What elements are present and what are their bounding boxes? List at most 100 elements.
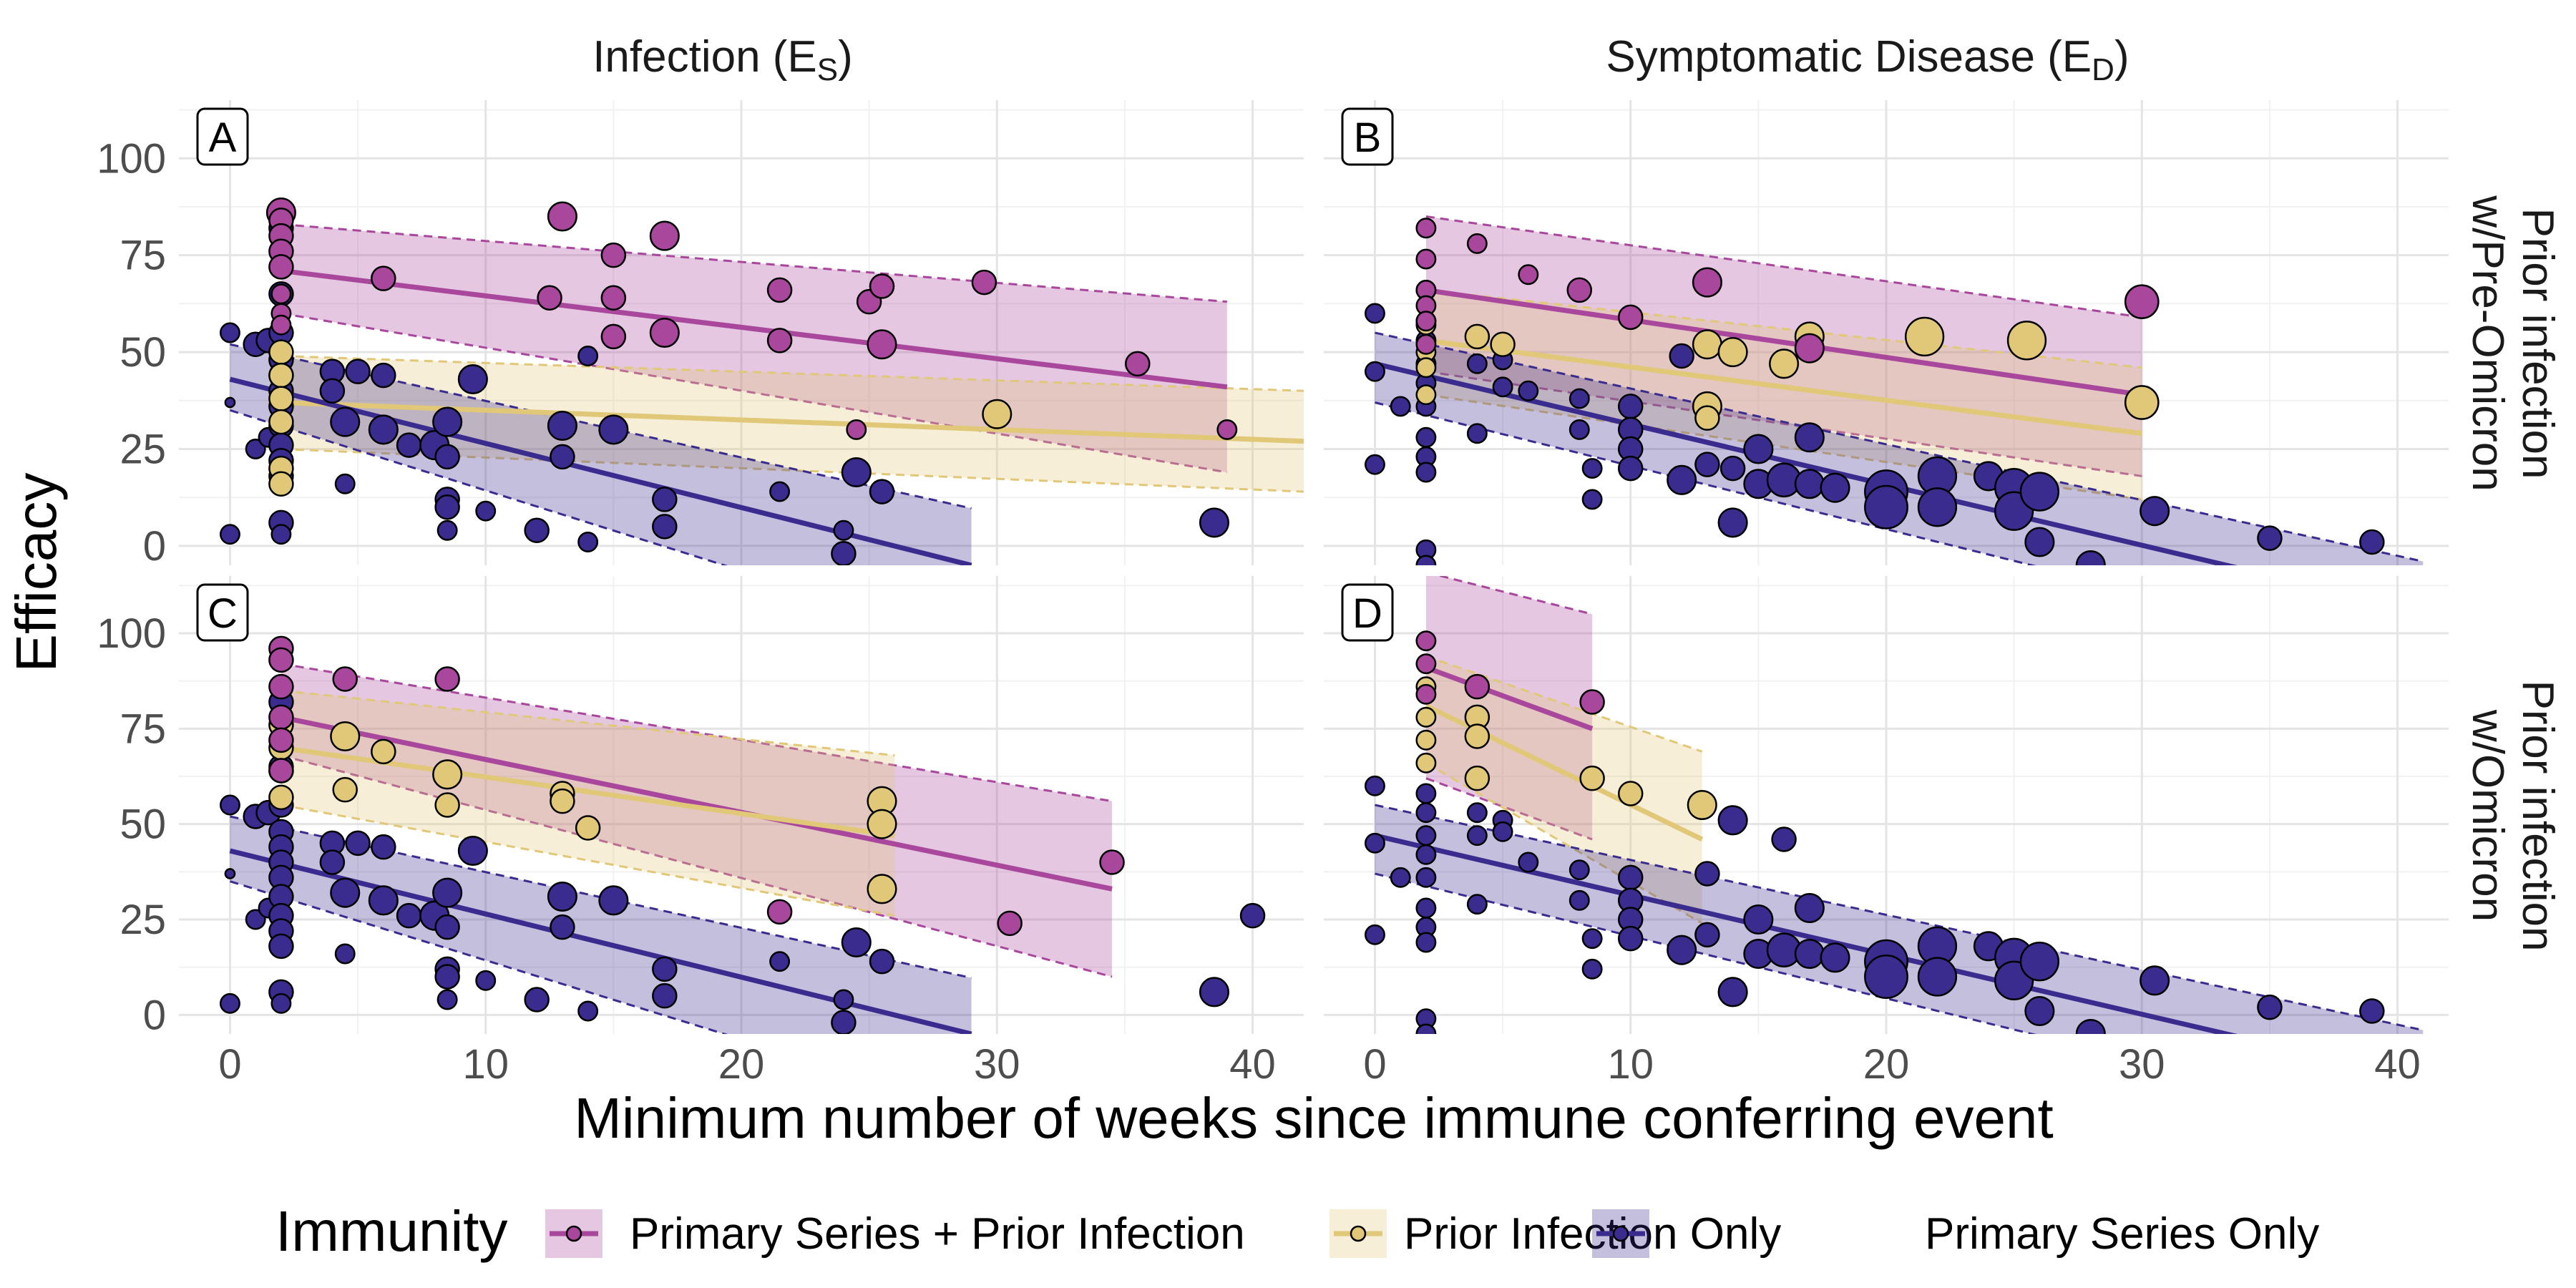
data-point [2006,321,2047,361]
data-point [831,1010,857,1034]
panel-plot-area [1365,576,2424,1034]
data-point [432,759,463,790]
x-tick-label: 20 [1863,1041,1910,1088]
legend-item: Prior Infection Only [1330,1209,1781,1259]
x-tick-label: 30 [2119,1041,2165,1088]
data-point [846,419,867,440]
panel-a: A 0 25 50 75 100 [97,100,1304,570]
data-point [1415,844,1437,865]
data-point [1415,729,1437,751]
data-point [1466,802,1488,824]
data-point [396,902,422,929]
data-point [577,346,599,366]
data-point [550,444,575,470]
x-tick-label: 0 [1363,1041,1386,1088]
data-point [396,432,422,458]
confidence-band [1425,290,2142,499]
band-lower-edge [280,448,1304,493]
data-point [2257,994,2283,1020]
data-point [1518,380,1539,401]
x-tick-label: 0 [218,1041,241,1088]
x-tick-label: 20 [718,1041,765,1088]
column-strip-label-symptomatic: Symptomatic Disease (ED) [1606,32,2129,87]
data-point [1518,852,1539,873]
data-point [224,396,236,409]
data-point [1466,233,1488,254]
y-axis-title: Efficacy [4,473,68,673]
y-tick-label: 100 [97,135,166,182]
data-point [769,951,791,972]
data-point [1717,805,1748,836]
data-point [2019,472,2060,512]
data-point [1365,832,1385,854]
data-point [2359,998,2385,1024]
data-point [268,471,294,497]
data-point [268,362,294,389]
data-point [432,877,463,908]
data-point [330,406,361,437]
panel-plot-area [220,635,1266,1034]
band-lower-edge [280,312,1228,474]
x-tick-label: 10 [462,1041,509,1088]
data-point [831,541,857,565]
panel-plot-area [1365,215,2424,565]
data-point [475,500,497,522]
band-upper-edge [280,663,1113,803]
data-point [2024,995,2055,1027]
data-point [371,265,396,291]
data-point [268,386,294,411]
data-point [1415,706,1437,728]
row-strip-label-omicron: Prior infection w/Omicron [2463,680,2562,951]
data-point [220,794,240,816]
band-lower-edge [230,409,728,565]
data-point [1365,775,1385,796]
fit-line [1425,665,1594,731]
y-tick-label: 0 [143,523,166,570]
panel-b: B [1324,100,2449,565]
data-point [268,673,294,700]
band-lower-edge [280,754,1113,978]
data-point [434,494,460,520]
data-point [2019,942,2060,982]
data-point [1464,765,1491,791]
data-point [1415,1023,1437,1034]
data-point [371,362,396,389]
legend: Immunity Primary Series + Prior Infectio… [275,1199,2319,1263]
panel-tag: A [196,107,249,166]
data-point [598,885,629,916]
data-point [345,830,371,857]
data-point [1579,689,1605,715]
data-point [1820,472,1850,503]
data-point [1769,348,1800,379]
data-point [1415,426,1437,448]
legend-item: Primary Series Only [1592,1209,2319,1259]
row-strip-label-pre-omicron: Prior infection w/Pre-Omicron [2463,195,2562,491]
data-point [1743,904,1774,935]
y-tick-label: 0 [143,992,166,1038]
data-point [537,285,562,311]
data-point [766,899,793,925]
band-upper-edge [1375,331,2424,563]
data-point [867,809,897,839]
fit-line [280,268,1228,390]
data-point [841,457,872,488]
data-point [368,885,399,916]
data-point [1415,683,1437,705]
legend-key-point [1350,1225,1367,1242]
panel-tag: C [196,583,249,642]
fit-line [1425,287,2142,398]
legend-key-point [1612,1225,1629,1242]
data-point [1568,889,1590,911]
data-point [2124,385,2160,420]
data-point [1490,331,1516,357]
data-point [1568,419,1590,440]
data-point [1415,867,1437,888]
data-point [997,910,1023,937]
band-upper-edge [1425,655,1703,753]
data-point [1794,892,1825,924]
data-point [598,414,629,445]
panel-c: C 0 25 50 75 100 0 10 20 30 40 [97,576,1304,1088]
legend-title: Immunity [275,1199,508,1263]
data-point [547,201,577,232]
